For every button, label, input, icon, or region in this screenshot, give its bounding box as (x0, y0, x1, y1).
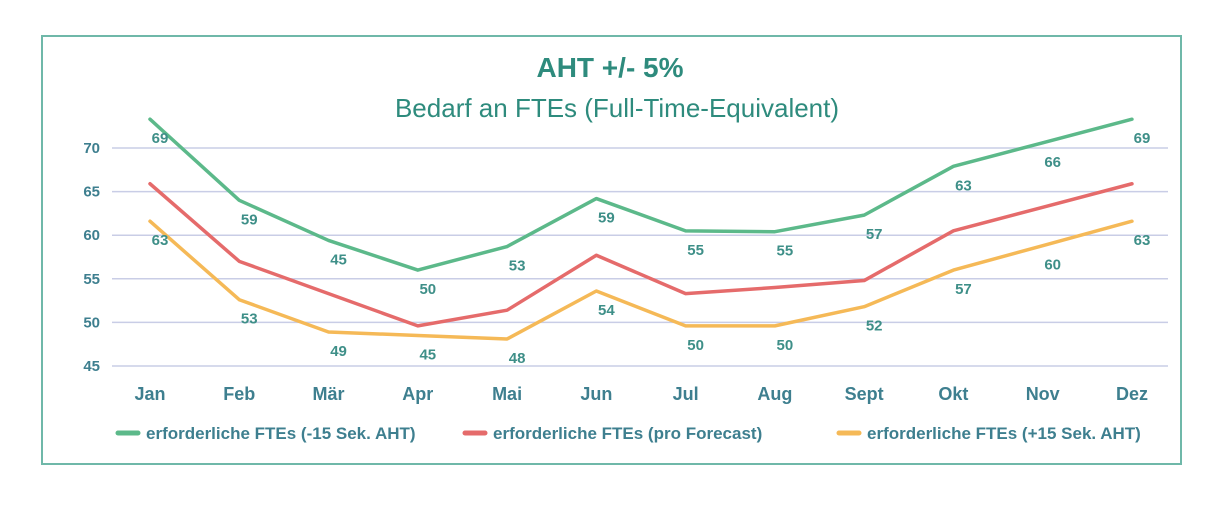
data-label: 66 (1044, 154, 1061, 171)
x-tick-label: Nov (1026, 384, 1060, 404)
data-label: 60 (1044, 257, 1061, 274)
data-label: 49 (330, 343, 347, 360)
x-tick-label: Aug (757, 384, 792, 404)
legend-label: erforderliche FTEs (+15 Sek. AHT) (867, 424, 1141, 443)
data-label: 50 (777, 337, 794, 354)
chart-frame (41, 35, 1182, 465)
gridlines (112, 147, 1168, 367)
data-label: 59 (598, 210, 615, 227)
x-tick-label: Jan (134, 384, 165, 404)
x-tick-label: Sept (845, 384, 884, 404)
data-label: 57 (866, 226, 883, 243)
y-tick-label: 50 (83, 314, 100, 331)
x-axis-ticks: Jan Feb Mär Apr Mai Jun Jul Aug Sept Okt Nov Dez (134, 384, 1147, 404)
data-label: 50 (419, 281, 436, 298)
legend-label: erforderliche FTEs (pro Forecast) (493, 424, 762, 443)
x-tick-label: Dez (1116, 384, 1148, 404)
series-line-1 (148, 117, 1134, 272)
data-label: 55 (777, 243, 794, 260)
data-label: 45 (419, 346, 436, 363)
data-labels: 69 59 45 50 53 59 55 55 57 63 66 69 63 53 49 45 48 54 50 50… (152, 130, 1151, 367)
data-label: 52 (866, 318, 883, 335)
data-label: 69 (1134, 130, 1151, 147)
series-lines (148, 117, 1134, 341)
x-tick-label: Feb (223, 384, 255, 404)
y-tick-label: 55 (83, 271, 100, 288)
x-tick-label: Jul (673, 384, 699, 404)
data-label: 50 (687, 337, 704, 354)
data-label: 55 (687, 242, 704, 259)
chart-title: AHT +/- 5% (536, 52, 683, 83)
data-label: 63 (955, 177, 972, 194)
series-line-2 (148, 182, 1134, 328)
x-tick-label: Apr (402, 384, 433, 404)
data-label: 63 (152, 232, 169, 249)
x-tick-label: Mai (492, 384, 522, 404)
y-tick-label: 70 (83, 140, 100, 157)
chart-subtitle: Bedarf an FTEs (Full-Time-Equivalent) (395, 93, 839, 123)
data-label: 63 (1134, 232, 1151, 249)
data-label: 59 (241, 211, 258, 228)
series-line-3 (148, 219, 1134, 341)
y-tick-label: 45 (83, 358, 100, 375)
data-label: 54 (598, 302, 615, 319)
x-tick-label: Okt (938, 384, 968, 404)
legend: erforderliche FTEs (-15 Sek. AHT) erforde… (115, 424, 1141, 443)
x-tick-label: Jun (580, 384, 612, 404)
data-label: 69 (152, 130, 169, 147)
y-tick-label: 65 (83, 184, 100, 201)
data-label: 48 (509, 350, 526, 367)
y-axis-ticks: 70 65 60 55 50 45 (83, 140, 100, 375)
data-label: 57 (955, 281, 972, 298)
data-label: 45 (330, 251, 347, 268)
data-label: 53 (241, 311, 258, 328)
y-tick-label: 60 (83, 227, 100, 244)
x-tick-label: Mär (313, 384, 345, 404)
data-label: 53 (509, 258, 526, 275)
legend-label: erforderliche FTEs (-15 Sek. AHT) (146, 424, 416, 443)
